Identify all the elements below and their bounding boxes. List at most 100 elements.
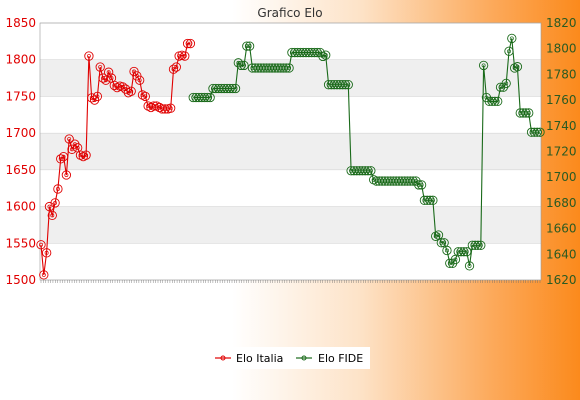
- data-point-inner: [143, 94, 148, 99]
- data-point: [535, 127, 545, 137]
- data-point: [478, 60, 489, 71]
- plot-band: [40, 59, 541, 97]
- data-point: [92, 91, 103, 102]
- right-tick-label: 1640: [546, 247, 577, 261]
- right-tick-label: 1800: [546, 42, 577, 56]
- data-point: [524, 108, 534, 118]
- data-point: [36, 240, 46, 250]
- data-point: [118, 82, 128, 92]
- data-point-inner: [50, 213, 55, 218]
- data-point-inner: [464, 249, 469, 254]
- data-point: [140, 91, 150, 102]
- data-point: [476, 240, 486, 250]
- data-point-inner: [478, 243, 483, 248]
- data-point: [166, 103, 176, 113]
- plot-band: [40, 133, 541, 170]
- data-point: [135, 75, 145, 85]
- chart-title: Grafico Elo: [257, 6, 322, 20]
- plot-band: [40, 206, 541, 244]
- data-point: [87, 93, 97, 103]
- data-point: [230, 83, 241, 94]
- data-point: [151, 101, 162, 111]
- data-point-inner: [47, 204, 52, 209]
- data-point: [104, 67, 114, 77]
- data-point-inner: [55, 186, 60, 191]
- right-tick-label: 1780: [546, 67, 577, 81]
- data-point-inner: [287, 66, 292, 70]
- data-point: [58, 151, 69, 162]
- data-point-inner: [182, 54, 187, 58]
- data-point-inner: [445, 248, 449, 253]
- data-point: [84, 51, 94, 61]
- data-point: [101, 75, 111, 85]
- data-point-inner: [64, 173, 69, 177]
- data-point: [126, 86, 136, 96]
- data-point-inner: [233, 86, 238, 91]
- left-tick-label: 1800: [5, 53, 36, 67]
- x-axis-labels: [40, 280, 541, 283]
- data-point: [137, 90, 148, 100]
- data-point: [239, 60, 249, 71]
- data-point-inner: [106, 70, 111, 75]
- data-point-inner: [247, 44, 252, 49]
- left-tick-label: 1550: [5, 236, 36, 250]
- left-tick-label: 1650: [5, 163, 36, 177]
- data-point: [39, 270, 49, 280]
- legend-italia-label: Elo Italia: [236, 352, 283, 365]
- data-point-inner: [436, 233, 441, 237]
- data-point: [507, 33, 517, 44]
- plot-border: [39, 22, 542, 281]
- data-point: [81, 150, 91, 160]
- data-point-inner: [208, 95, 213, 100]
- data-point-inner: [101, 76, 105, 81]
- plot-grid: [39, 22, 542, 281]
- data-point: [504, 46, 514, 56]
- data-point-inner: [242, 63, 246, 68]
- data-point-inner: [44, 250, 49, 255]
- data-point: [61, 170, 72, 180]
- data-point: [244, 41, 255, 51]
- data-point: [416, 180, 427, 190]
- data-point-inner: [84, 153, 89, 158]
- data-point: [464, 261, 475, 271]
- right-tick-label: 1660: [546, 222, 577, 236]
- data-point-inner: [504, 81, 509, 86]
- data-point-inner: [58, 156, 63, 161]
- data-point: [205, 92, 215, 103]
- data-point: [95, 62, 105, 72]
- data-point-inner: [515, 64, 520, 69]
- legend-italia-marker: [220, 355, 226, 361]
- data-point: [462, 247, 472, 257]
- data-point: [123, 88, 134, 98]
- data-point: [168, 64, 179, 74]
- data-point: [56, 154, 66, 164]
- right-tick-label: 1680: [546, 196, 577, 210]
- data-point-inner: [526, 110, 531, 115]
- data-point: [428, 195, 438, 205]
- data-point-inner: [95, 94, 100, 99]
- data-point-inner: [109, 76, 114, 81]
- data-point-inner: [236, 60, 241, 65]
- left-tick-label: 1700: [5, 126, 36, 140]
- data-point-inner: [171, 67, 176, 72]
- data-point-inner: [453, 257, 458, 262]
- data-point: [284, 63, 294, 73]
- data-point: [64, 134, 74, 144]
- right-axis: 1620 1640 1660 1680 1700 1720 1740 1760 1780 1800…: [546, 16, 577, 287]
- data-point-inner: [98, 65, 103, 70]
- right-tick-label: 1720: [546, 145, 577, 159]
- data-point-inner: [120, 84, 125, 89]
- data-point-inner: [61, 154, 66, 159]
- data-point-inner: [481, 63, 486, 68]
- data-point-inner: [368, 168, 373, 173]
- data-point: [53, 184, 63, 194]
- data-point-inner: [41, 272, 46, 277]
- data-point-inner: [137, 78, 142, 83]
- right-tick-label: 1740: [546, 119, 577, 133]
- data-point-inner: [188, 41, 193, 46]
- data-point-inner: [538, 130, 542, 135]
- legend-box: [210, 347, 370, 369]
- data-point-inner: [467, 263, 472, 268]
